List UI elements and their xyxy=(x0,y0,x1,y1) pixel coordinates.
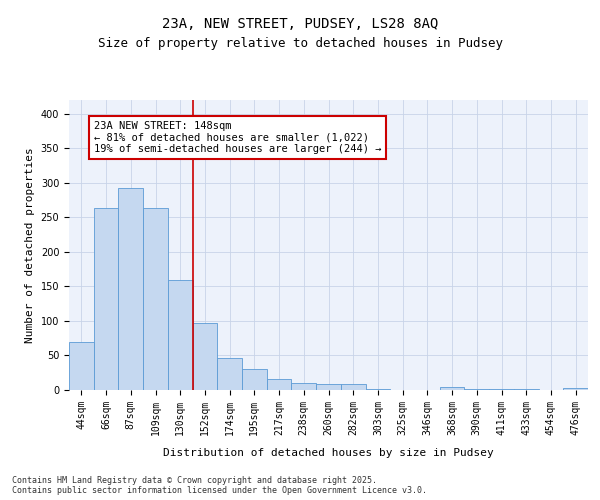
Bar xyxy=(168,280,193,390)
Text: Contains HM Land Registry data © Crown copyright and database right 2025.
Contai: Contains HM Land Registry data © Crown c… xyxy=(12,476,427,495)
Text: Size of property relative to detached houses in Pudsey: Size of property relative to detached ho… xyxy=(97,38,503,51)
Bar xyxy=(316,384,341,390)
Bar xyxy=(193,323,217,390)
Text: Distribution of detached houses by size in Pudsey: Distribution of detached houses by size … xyxy=(163,448,494,458)
Bar xyxy=(563,388,588,390)
Bar xyxy=(118,188,143,390)
Bar xyxy=(94,208,118,390)
Bar xyxy=(292,383,316,390)
Text: 23A NEW STREET: 148sqm
← 81% of detached houses are smaller (1,022)
19% of semi-: 23A NEW STREET: 148sqm ← 81% of detached… xyxy=(94,120,381,154)
Y-axis label: Number of detached properties: Number of detached properties xyxy=(25,147,35,343)
Text: 23A, NEW STREET, PUDSEY, LS28 8AQ: 23A, NEW STREET, PUDSEY, LS28 8AQ xyxy=(162,18,438,32)
Bar xyxy=(341,384,365,390)
Bar xyxy=(464,388,489,390)
Bar xyxy=(267,379,292,390)
Bar xyxy=(242,370,267,390)
Bar xyxy=(69,342,94,390)
Bar xyxy=(217,358,242,390)
Bar xyxy=(143,208,168,390)
Bar xyxy=(440,386,464,390)
